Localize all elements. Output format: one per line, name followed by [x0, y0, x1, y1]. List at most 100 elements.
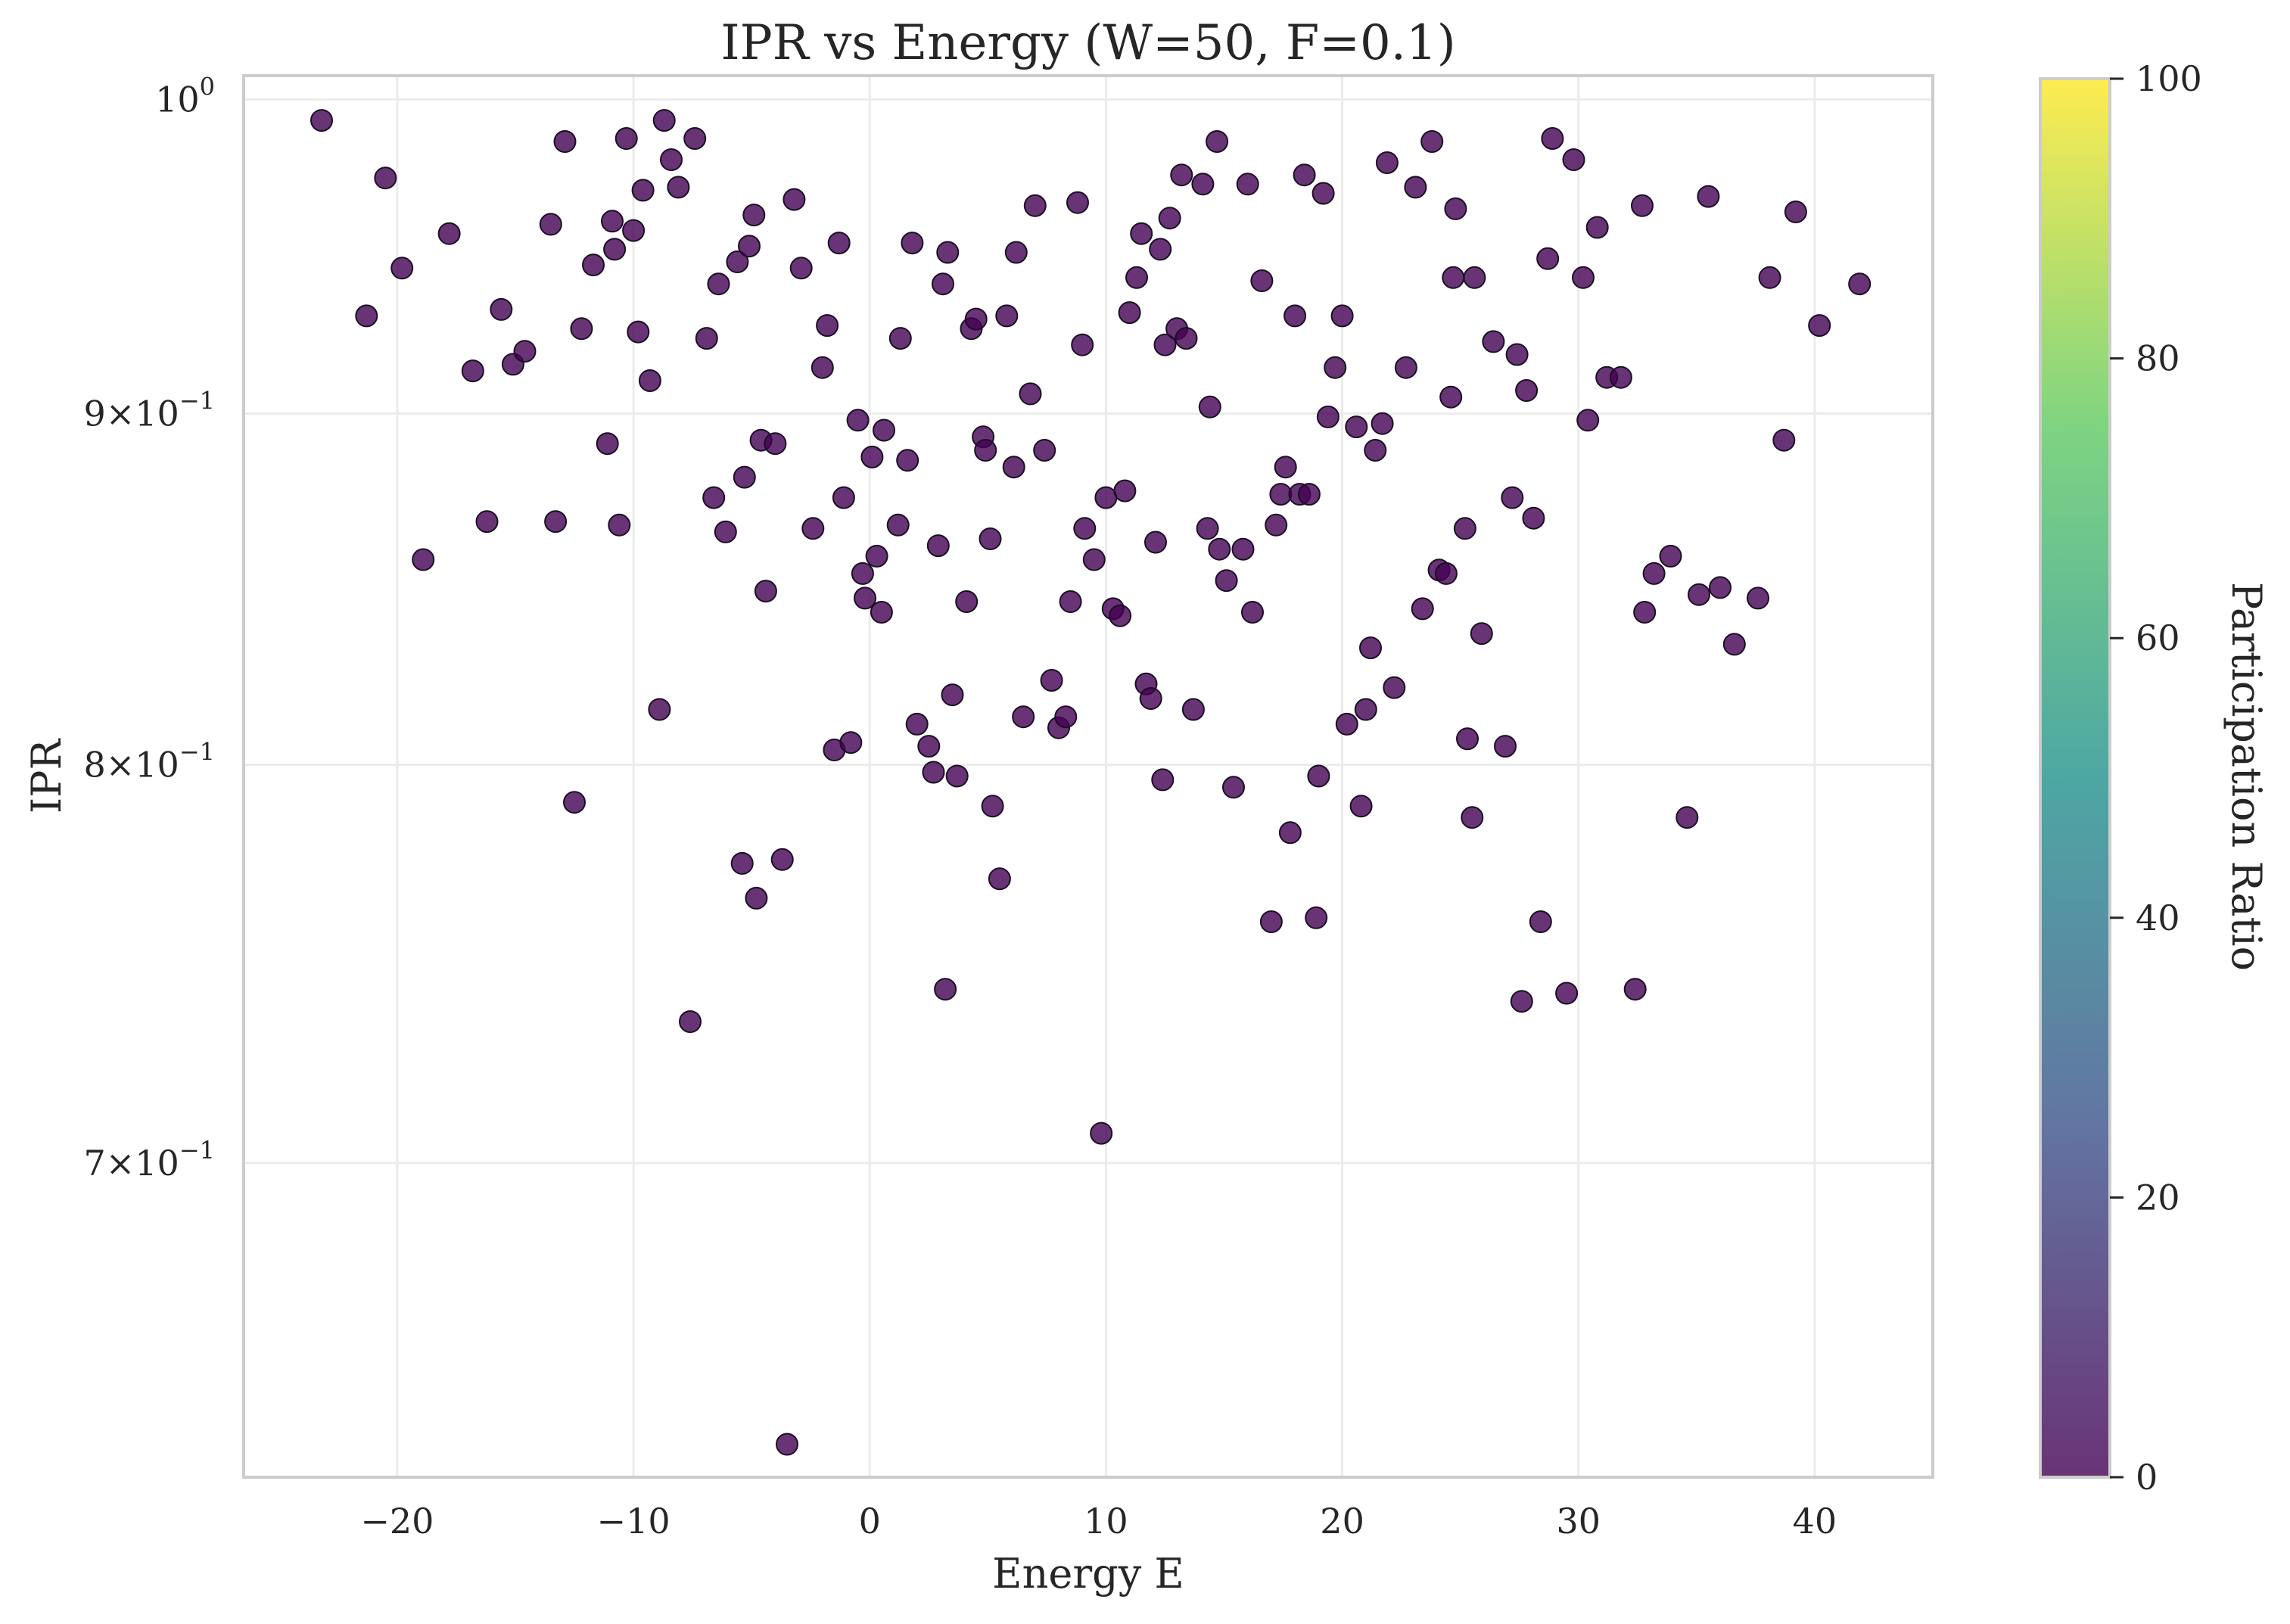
data-point: [1345, 415, 1368, 439]
data-point: [1515, 379, 1539, 402]
data-point: [310, 109, 333, 132]
data-point: [1383, 676, 1406, 699]
data-point: [974, 439, 997, 462]
colorbar: [2040, 79, 2110, 1477]
data-point: [638, 369, 661, 392]
data-point: [801, 517, 825, 540]
data-point: [988, 867, 1011, 891]
data-point: [1278, 821, 1302, 845]
data-point: [622, 219, 646, 242]
colorbar-ticks: 0 20 40 60 80 100: [2110, 58, 2202, 1498]
data-point: [1697, 185, 1720, 208]
data-point: [816, 314, 839, 338]
data-point: [1541, 127, 1564, 150]
data-point: [1305, 906, 1328, 929]
data-point: [1675, 806, 1699, 829]
data-point: [1444, 197, 1467, 220]
data-point: [601, 210, 624, 233]
data-point: [1307, 764, 1330, 788]
data-point: [596, 432, 619, 456]
x-axis-label: Energy E: [992, 1550, 1184, 1598]
colorbar-frame: [2039, 77, 2111, 1479]
data-point: [1153, 333, 1177, 356]
x-tick-label: 10: [1084, 1501, 1128, 1542]
data-point: [695, 327, 718, 350]
data-point: [860, 445, 884, 468]
data-point: [1191, 173, 1215, 196]
data-point: [776, 1433, 798, 1456]
colorbar-tick-label: 40: [2136, 898, 2180, 938]
data-point: [955, 590, 979, 613]
data-point: [995, 304, 1019, 328]
colorbar-tick-label: 20: [2136, 1177, 2180, 1218]
data-point: [846, 409, 870, 432]
data-point: [1082, 548, 1106, 571]
data-point: [1265, 513, 1288, 537]
data-point: [1094, 486, 1118, 509]
data-point: [1040, 669, 1063, 692]
data-point: [615, 127, 638, 150]
data-point: [945, 764, 969, 788]
data-point: [1510, 990, 1533, 1013]
data-point: [1113, 479, 1137, 502]
data-point: [1709, 576, 1732, 599]
data-point: [886, 513, 910, 537]
data-point: [917, 735, 941, 758]
data-point: [1023, 194, 1047, 217]
data-point: [667, 176, 690, 199]
data-point: [374, 166, 397, 190]
data-point: [1623, 978, 1647, 1001]
x-tick-label: 20: [1320, 1501, 1364, 1542]
x-tick-label: 40: [1793, 1501, 1837, 1542]
data-point: [1453, 517, 1476, 540]
colorbar-tick-label: 60: [2136, 618, 2180, 658]
data-point: [702, 486, 726, 509]
data-point: [631, 179, 655, 202]
data-point: [1772, 428, 1796, 452]
data-point: [1175, 327, 1198, 350]
data-point: [870, 601, 893, 624]
data-point: [1585, 216, 1609, 239]
y-tick-label: 9×10−1: [83, 387, 215, 434]
data-point: [926, 534, 950, 558]
data-point: [1411, 597, 1434, 621]
data-point: [648, 698, 671, 721]
data-point: [1241, 601, 1264, 624]
data-point: [1019, 382, 1042, 406]
data-point: [1250, 269, 1274, 292]
data-point: [1125, 266, 1148, 289]
data-point: [563, 791, 586, 814]
data-point: [854, 586, 876, 610]
data-point: [1330, 304, 1354, 328]
chart-title: IPR vs Energy (W=50, F=0.1): [720, 15, 1455, 71]
data-point: [865, 544, 888, 568]
y-axis-ticks: 100 9×10−1 8×10−1 7×10−1: [83, 72, 215, 1183]
data-point: [1439, 385, 1463, 409]
data-point: [1555, 982, 1579, 1005]
data-point: [1215, 569, 1238, 593]
data-point: [1364, 439, 1387, 462]
data-point: [1747, 586, 1769, 610]
data-point: [1274, 456, 1297, 479]
data-point: [811, 356, 834, 379]
data-point: [1151, 768, 1175, 792]
plot-frame: [242, 74, 1934, 1479]
data-point: [1394, 356, 1417, 379]
data-point: [1196, 517, 1219, 540]
data-point: [738, 235, 761, 258]
data-point: [1522, 506, 1545, 530]
data-point: [1461, 806, 1484, 829]
data-point: [1529, 910, 1552, 933]
data-point: [1688, 583, 1710, 606]
data-point: [1456, 727, 1479, 751]
data-point: [1631, 194, 1654, 217]
data-point: [1269, 483, 1293, 506]
data-point: [1208, 537, 1231, 561]
data-point: [827, 232, 851, 255]
data-point: [1090, 1122, 1113, 1145]
data-point: [896, 449, 919, 472]
x-tick-label: −10: [597, 1501, 671, 1542]
data-point: [1158, 207, 1181, 230]
data-point: [1375, 151, 1399, 174]
